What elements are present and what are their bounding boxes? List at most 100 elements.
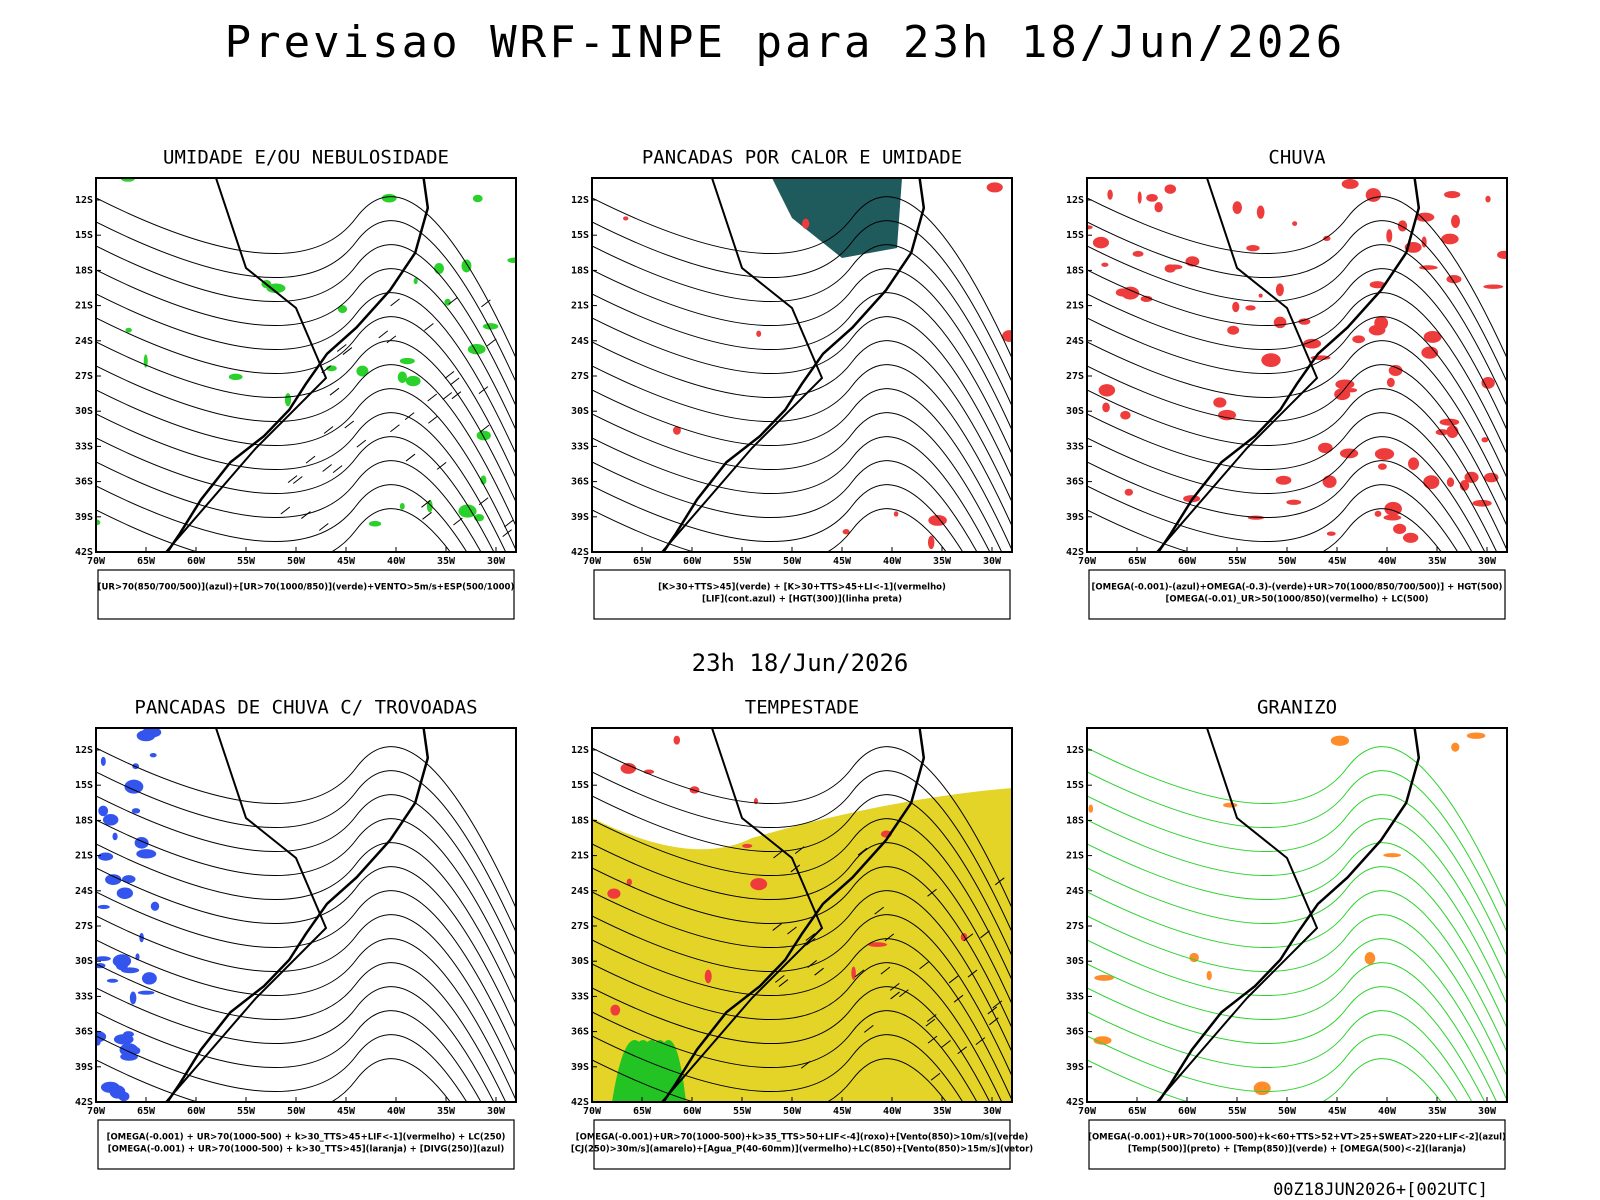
field-patch	[742, 843, 753, 848]
field-patch	[1483, 284, 1504, 289]
contour-line	[1087, 866, 1507, 1029]
lat-label: 12S	[571, 745, 589, 756]
lon-label: 45W	[1328, 1106, 1347, 1117]
contour-line	[96, 986, 495, 1102]
field-patch	[867, 942, 887, 947]
wind-vector	[301, 511, 311, 519]
shaded-area	[772, 178, 902, 258]
coastline	[1157, 728, 1421, 1102]
wind-vector	[322, 464, 332, 472]
lon-label: 60W	[683, 556, 702, 567]
field-patch	[1146, 193, 1158, 202]
wind-vector	[436, 461, 447, 470]
field-patch	[1087, 225, 1093, 230]
lat-label: 15S	[571, 780, 589, 791]
lat-label: 27S	[1066, 371, 1084, 382]
coastline	[166, 728, 430, 1102]
field-patch	[1189, 952, 1199, 963]
lat-label: 30S	[75, 956, 93, 967]
field-patch	[149, 752, 157, 758]
wind-vector	[442, 392, 453, 400]
contour-line	[1087, 842, 1507, 1005]
contour-line	[592, 244, 1012, 407]
field-patch	[284, 393, 292, 407]
wind-vector	[919, 961, 929, 970]
field-patch	[673, 735, 681, 745]
lon-label: 65W	[1128, 1106, 1147, 1117]
field-patch	[142, 728, 162, 738]
wind-vector	[502, 529, 512, 537]
lat-label: 24S	[75, 336, 93, 347]
contour-line	[592, 818, 1012, 981]
wind-vector	[948, 975, 959, 984]
wind-vector	[478, 497, 489, 506]
lon-label: 60W	[1178, 556, 1197, 567]
wind-vector	[989, 1017, 999, 1026]
contour-line	[592, 292, 1012, 455]
lon-label: 35W	[1428, 1106, 1447, 1117]
field-patch	[1218, 409, 1237, 421]
lat-label: 24S	[75, 886, 93, 897]
field-patch	[228, 373, 243, 381]
field-patch	[1258, 293, 1263, 298]
wind-vector	[332, 465, 343, 474]
field-patch	[1094, 974, 1114, 981]
field-patch	[610, 1004, 621, 1016]
contour-line	[96, 436, 495, 552]
contour-line	[1087, 340, 1507, 503]
contour-line	[592, 770, 1012, 933]
field-patch	[97, 904, 110, 910]
field-patch	[1256, 205, 1265, 219]
contour-line	[96, 914, 516, 1077]
field-patch	[1375, 449, 1389, 455]
field-patch	[1223, 802, 1238, 808]
lat-label: 18S	[1066, 265, 1084, 276]
contour-line	[592, 436, 991, 552]
wind-vector	[884, 933, 895, 942]
wind-vector	[880, 966, 891, 975]
field-patch	[756, 330, 762, 337]
field-patch	[1303, 338, 1322, 349]
lat-label: 21S	[75, 301, 93, 312]
wind-vector	[975, 1037, 986, 1045]
lon-label: 45W	[1328, 556, 1347, 567]
field-patch	[98, 852, 114, 861]
contour-line	[96, 388, 516, 551]
page-title: Previsao WRF-INPE para 23h 18/Jun/2026	[225, 17, 1346, 68]
contour-line	[1087, 268, 1507, 431]
lon-label: 30W	[487, 1106, 506, 1117]
contour-line	[96, 268, 516, 431]
wind-vector	[807, 960, 817, 968]
field-patch	[1481, 377, 1495, 389]
lon-label: 40W	[883, 556, 902, 567]
wind-vector	[449, 377, 460, 386]
field-patch	[116, 887, 134, 899]
field-patch	[467, 344, 486, 355]
field-patch	[1497, 250, 1507, 259]
field-patch	[1383, 853, 1401, 858]
wind-vector	[336, 344, 347, 352]
field-patch	[1481, 437, 1489, 443]
lon-label: 60W	[1178, 1106, 1197, 1117]
lon-label: 40W	[1378, 1106, 1397, 1117]
field-patch	[1334, 388, 1351, 401]
field-patch	[1088, 804, 1094, 813]
contour-line	[96, 364, 516, 527]
field-patch	[986, 182, 1003, 193]
wind-vector	[280, 506, 291, 515]
lat-label: 42S	[1066, 1097, 1084, 1108]
map-content	[1087, 728, 1507, 1102]
contour-line	[592, 890, 1012, 1053]
wind-vector	[424, 323, 434, 331]
lon-label: 70W	[583, 1106, 602, 1117]
field-patch	[1383, 514, 1402, 521]
lon-label: 65W	[1128, 556, 1147, 567]
wind-vector	[953, 994, 964, 1003]
map-frame	[95, 727, 517, 1103]
field-patch	[1102, 402, 1110, 413]
field-patch	[124, 779, 144, 794]
field-patch	[397, 371, 407, 383]
wind-vector	[794, 846, 805, 855]
field-patch	[1107, 189, 1113, 200]
